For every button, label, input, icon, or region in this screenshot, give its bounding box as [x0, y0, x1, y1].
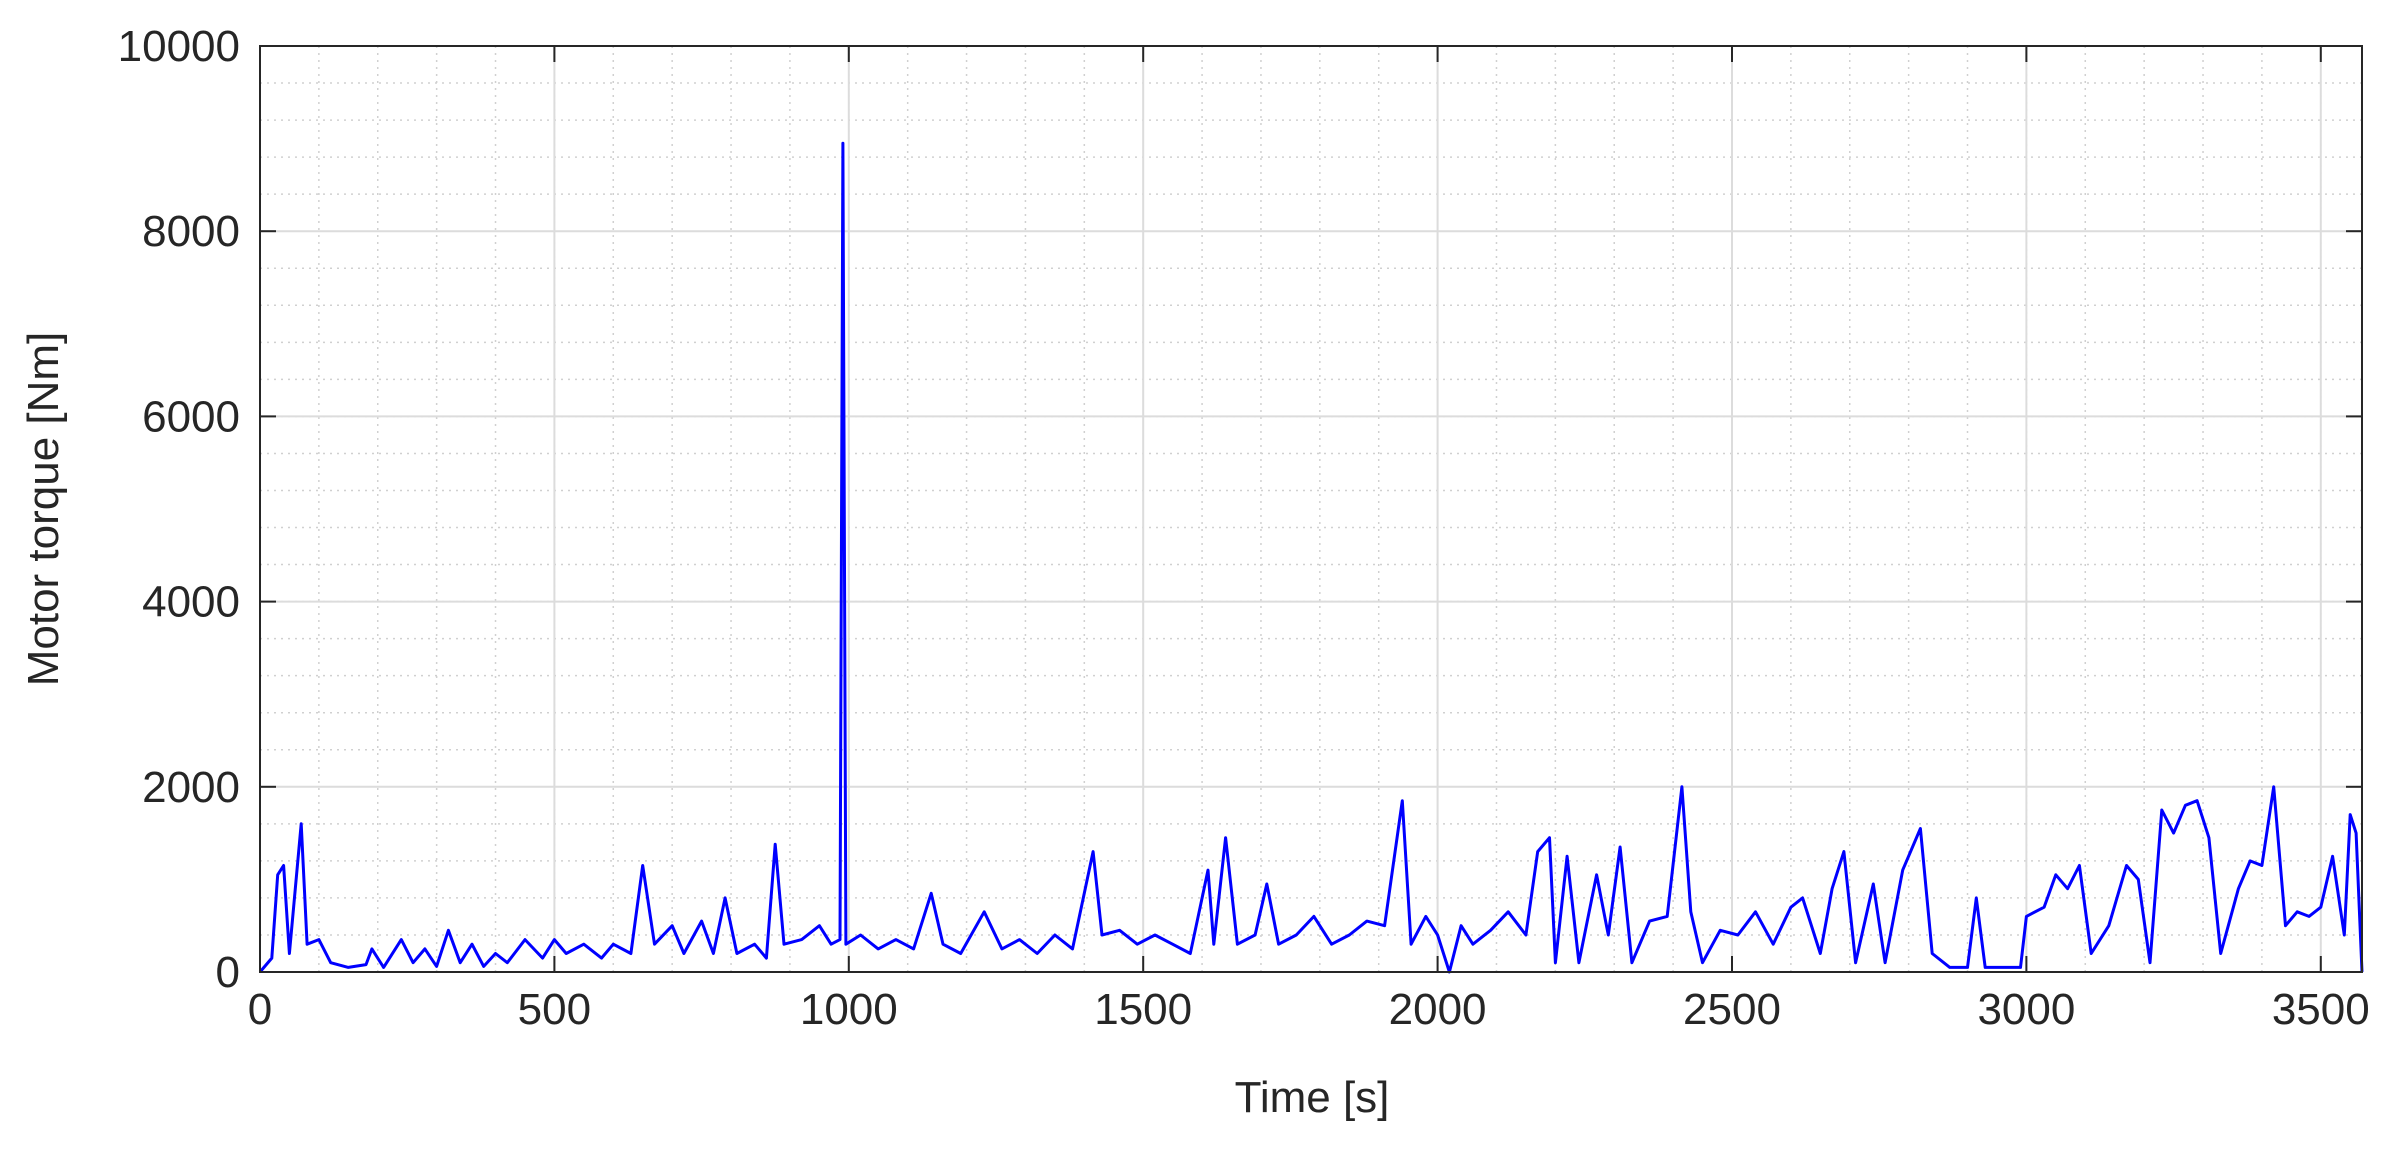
x-tick-label: 0: [248, 985, 272, 1034]
y-tick-label: 8000: [142, 207, 240, 256]
x-tick-label: 500: [518, 985, 591, 1034]
y-tick-label: 2000: [142, 763, 240, 812]
y-axis-label: Motor torque [Nm]: [19, 332, 68, 687]
x-axis-label: Time [s]: [1235, 1073, 1390, 1122]
x-tick-label: 1000: [800, 985, 898, 1034]
y-tick-label: 0: [216, 948, 240, 997]
x-tick-label: 2500: [1683, 985, 1781, 1034]
y-tick-label: 4000: [142, 578, 240, 627]
x-tick-label: 1500: [1094, 985, 1192, 1034]
x-tick-label: 3500: [2272, 985, 2370, 1034]
data-line: [258, 141, 2364, 974]
y-tick-label: 6000: [142, 392, 240, 441]
x-tick-label: 3000: [1977, 985, 2075, 1034]
x-tick-label: 2000: [1389, 985, 1487, 1034]
plot-frame: [259, 45, 2363, 973]
y-tick-label: 10000: [118, 22, 240, 71]
